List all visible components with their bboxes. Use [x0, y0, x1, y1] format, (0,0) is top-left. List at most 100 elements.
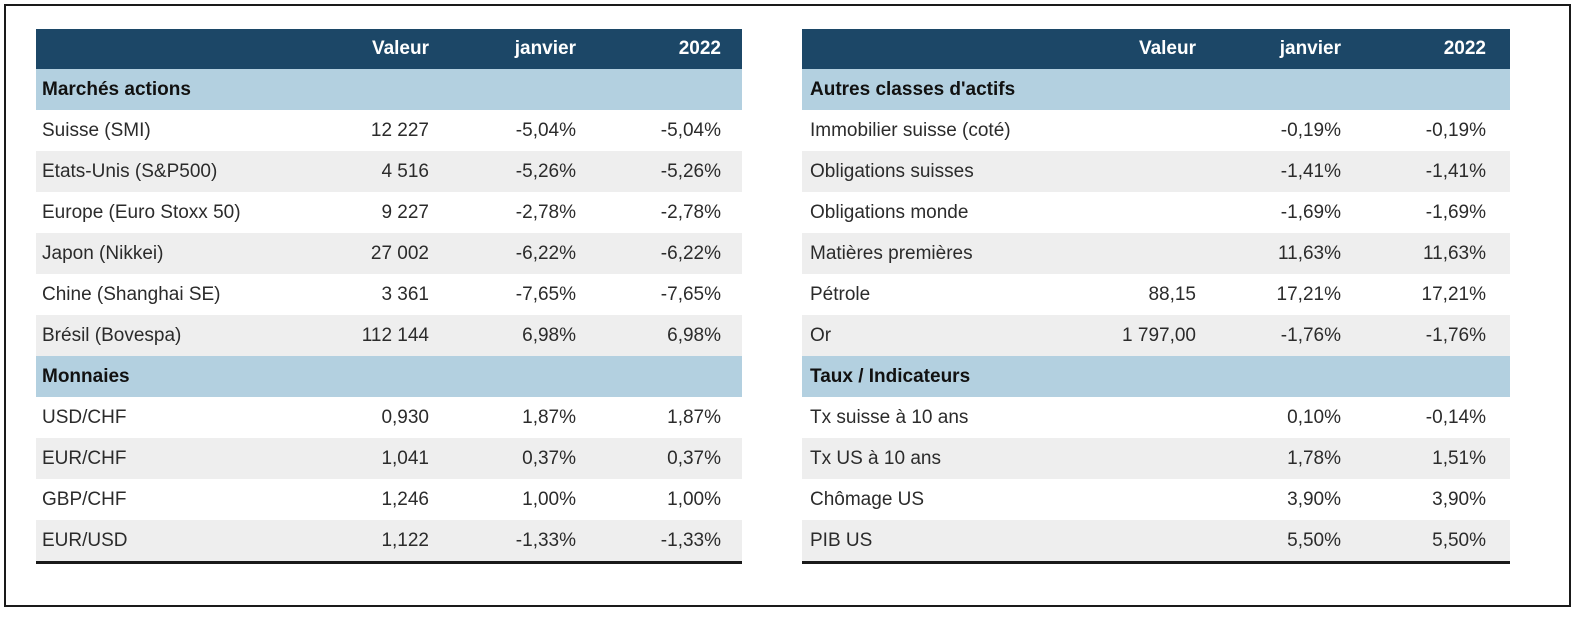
row-janvier: -1,33%: [515, 529, 576, 551]
row-valeur: 1 797,00: [1122, 324, 1196, 346]
table-row: USD/CHF 0,930 1,87% 1,87%: [36, 397, 742, 438]
row-valeur: 3 361: [381, 283, 429, 305]
row-valeur: 12 227: [370, 119, 429, 141]
row-2022: 1,00%: [667, 488, 721, 510]
table-row: Pétrole 88,15 17,21% 17,21%: [802, 274, 1510, 315]
row-label: PIB US: [810, 529, 873, 551]
assets-table: Valeur janvier 2022 Autres classes d'act…: [802, 29, 1510, 564]
table-row: Obligations suisses -1,41% -1,41%: [802, 151, 1510, 192]
row-janvier: -7,65%: [515, 283, 576, 305]
row-janvier: 0,37%: [522, 447, 576, 469]
table-row: Japon (Nikkei) 27 002 -6,22% -6,22%: [36, 233, 742, 274]
row-2022: -0,19%: [1425, 119, 1486, 141]
row-2022: -5,26%: [660, 160, 721, 182]
table-row: Brésil (Bovespa) 112 144 6,98% 6,98%: [36, 315, 742, 356]
row-label: Tx US à 10 ans: [810, 447, 941, 469]
table-row: Tx US à 10 ans 1,78% 1,51%: [802, 438, 1510, 479]
table-row: EUR/CHF 1,041 0,37% 0,37%: [36, 438, 742, 479]
table-row: Europe (Euro Stoxx 50) 9 227 -2,78% -2,7…: [36, 192, 742, 233]
row-2022: -1,69%: [1425, 201, 1486, 223]
row-label: Obligations monde: [810, 201, 969, 223]
row-label: Tx suisse à 10 ans: [810, 406, 969, 428]
table-row: PIB US 5,50% 5,50%: [802, 520, 1510, 564]
row-janvier: 0,10%: [1287, 406, 1341, 428]
row-label: Etats-Unis (S&P500): [42, 160, 218, 182]
col-2022: 2022: [678, 38, 721, 59]
row-label: Matières premières: [810, 242, 973, 264]
row-janvier: 5,50%: [1287, 529, 1341, 551]
row-janvier: -0,19%: [1280, 119, 1341, 141]
markets-table: Valeur janvier 2022 Marchés actions Suis…: [36, 29, 742, 564]
row-label: Chine (Shanghai SE): [42, 283, 221, 305]
row-label: Europe (Euro Stoxx 50): [42, 201, 241, 223]
row-janvier: 1,78%: [1287, 447, 1341, 469]
row-valeur: 88,15: [1148, 283, 1196, 305]
col-2022: 2022: [1443, 38, 1486, 59]
row-valeur: 0,930: [381, 406, 429, 428]
row-2022: 11,63%: [1422, 242, 1486, 264]
row-2022: -1,76%: [1425, 324, 1486, 346]
table-header: Valeur janvier 2022: [36, 29, 742, 69]
row-valeur: 112 144: [361, 324, 429, 346]
row-label: EUR/USD: [42, 529, 128, 551]
row-2022: 3,90%: [1432, 488, 1486, 510]
row-label: Suisse (SMI): [42, 119, 151, 141]
table-header: Valeur janvier 2022: [802, 29, 1510, 69]
row-janvier: -1,69%: [1280, 201, 1341, 223]
table-row: Tx suisse à 10 ans 0,10% -0,14%: [802, 397, 1510, 438]
row-valeur: 1,246: [381, 488, 429, 510]
col-janvier: janvier: [1279, 38, 1341, 59]
section-title: Monnaies: [42, 365, 130, 387]
section-title: Marchés actions: [42, 78, 191, 100]
row-janvier: -2,78%: [515, 201, 576, 223]
row-2022: -1,41%: [1425, 160, 1486, 182]
row-label: Immobilier suisse (coté): [810, 119, 1011, 141]
row-label: Japon (Nikkei): [42, 242, 164, 264]
row-2022: -5,04%: [660, 119, 721, 141]
row-label: Obligations suisses: [810, 160, 974, 182]
row-janvier: -1,76%: [1280, 324, 1341, 346]
row-2022: -2,78%: [660, 201, 721, 223]
section-autres-classes: Autres classes d'actifs: [802, 69, 1510, 110]
table-row: Suisse (SMI) 12 227 -5,04% -5,04%: [36, 110, 742, 151]
col-valeur: Valeur: [1138, 38, 1196, 59]
row-valeur: 1,041: [381, 447, 429, 469]
row-2022: -7,65%: [660, 283, 721, 305]
table-row: Matières premières 11,63% 11,63%: [802, 233, 1510, 274]
row-valeur: 9 227: [381, 201, 429, 223]
row-2022: 5,50%: [1432, 529, 1486, 551]
table-row: Chômage US 3,90% 3,90%: [802, 479, 1510, 520]
row-janvier: 17,21%: [1276, 283, 1341, 305]
col-valeur: Valeur: [371, 38, 429, 59]
row-janvier: 11,63%: [1277, 242, 1341, 264]
row-2022: 1,87%: [667, 406, 721, 428]
section-title: Autres classes d'actifs: [810, 78, 1016, 100]
section-title: Taux / Indicateurs: [810, 365, 971, 387]
table-row: EUR/USD 1,122 -1,33% -1,33%: [36, 520, 742, 564]
table-row: GBP/CHF 1,246 1,00% 1,00%: [36, 479, 742, 520]
row-valeur: 4 516: [381, 160, 429, 182]
row-label: GBP/CHF: [42, 488, 127, 510]
row-janvier: -1,41%: [1280, 160, 1341, 182]
row-label: Brésil (Bovespa): [42, 324, 182, 346]
col-janvier: janvier: [514, 38, 576, 59]
row-label: Chômage US: [810, 488, 925, 510]
row-label: USD/CHF: [42, 406, 127, 428]
row-valeur: 27 002: [370, 242, 429, 264]
row-janvier: 6,98%: [522, 324, 576, 346]
row-2022: 0,37%: [667, 447, 721, 469]
row-janvier: 3,90%: [1287, 488, 1341, 510]
row-2022: -1,33%: [660, 529, 721, 551]
row-label: Pétrole: [810, 283, 871, 305]
row-label: EUR/CHF: [42, 447, 127, 469]
table-row: Immobilier suisse (coté) -0,19% -0,19%: [802, 110, 1510, 151]
table-row: Etats-Unis (S&P500) 4 516 -5,26% -5,26%: [36, 151, 742, 192]
row-2022: -0,14%: [1425, 406, 1486, 428]
row-2022: 17,21%: [1421, 283, 1486, 305]
row-janvier: -6,22%: [515, 242, 576, 264]
row-janvier: 1,87%: [522, 406, 576, 428]
row-2022: 6,98%: [667, 324, 721, 346]
table-row: Obligations monde -1,69% -1,69%: [802, 192, 1510, 233]
table-row: Chine (Shanghai SE) 3 361 -7,65% -7,65%: [36, 274, 742, 315]
section-monnaies: Monnaies: [36, 356, 742, 397]
